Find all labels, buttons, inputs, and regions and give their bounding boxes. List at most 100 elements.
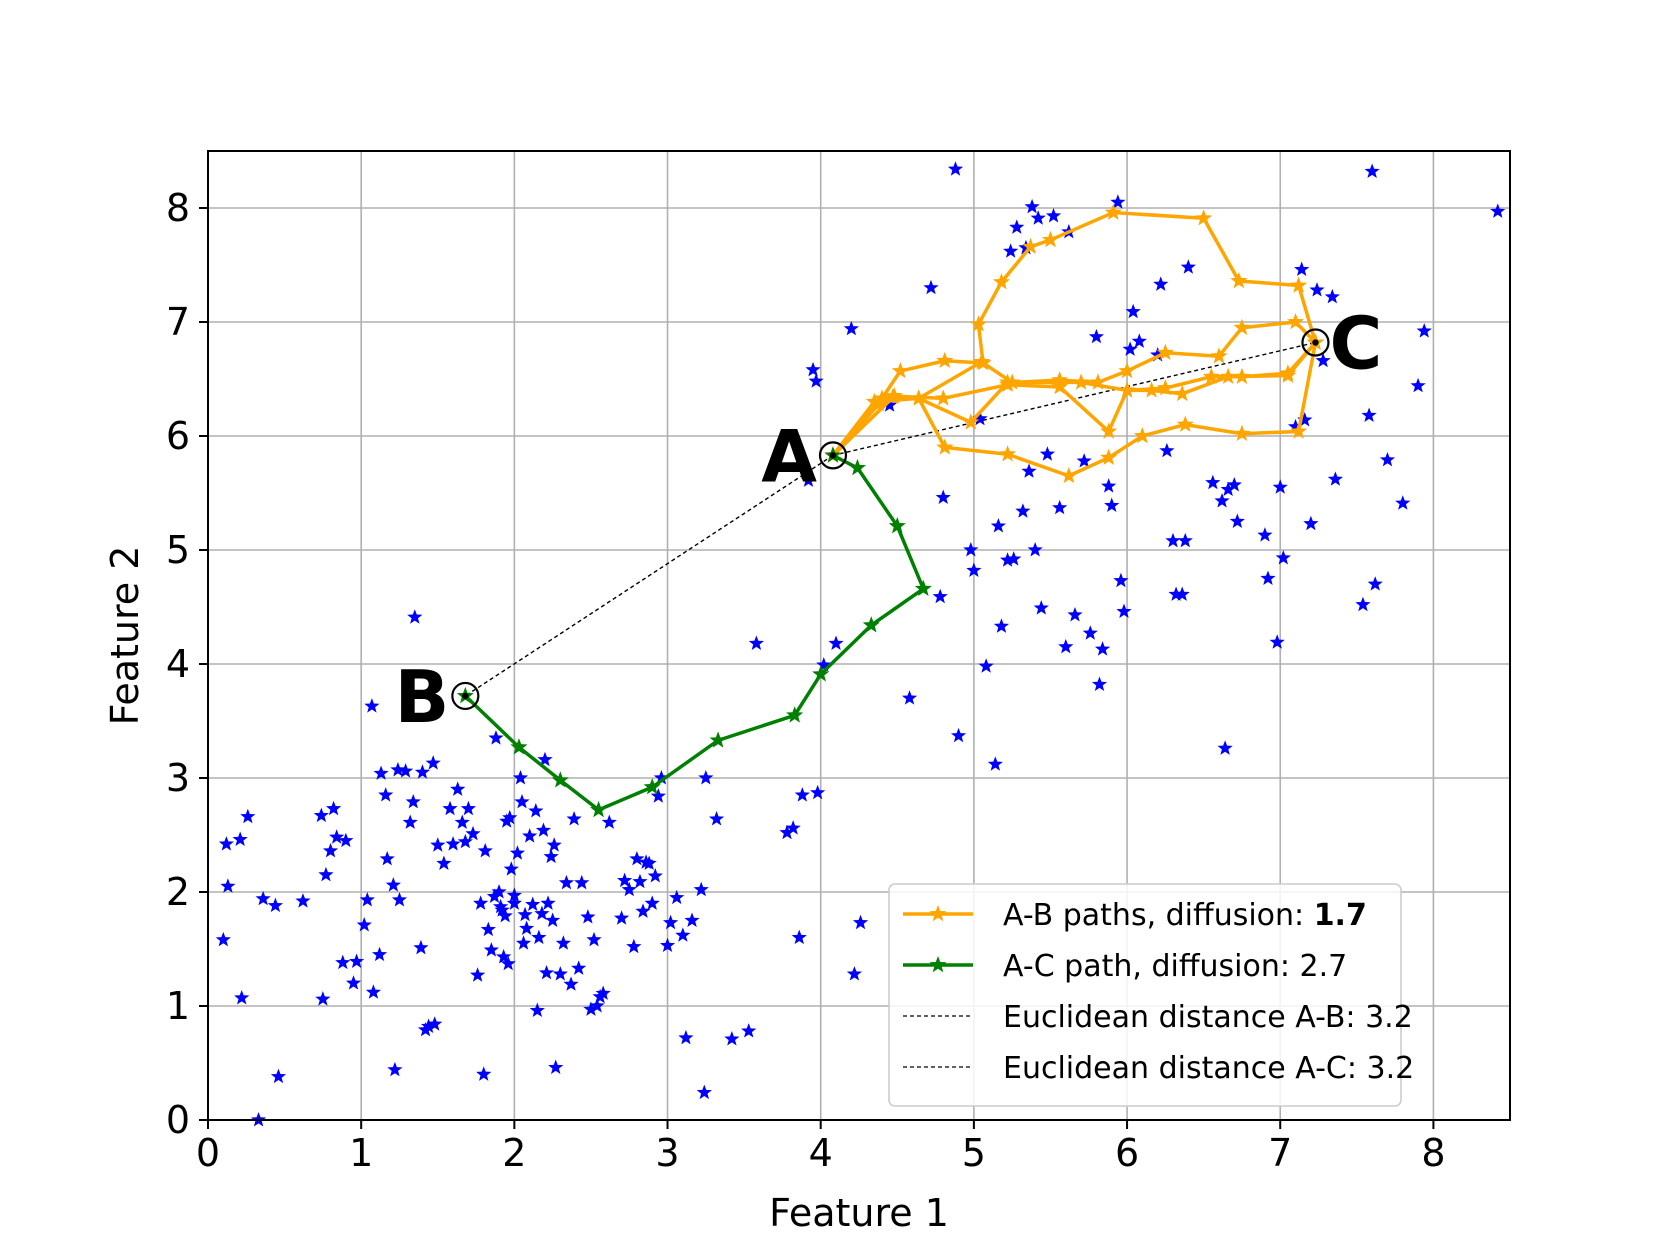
ab-path-marker (974, 354, 992, 371)
legend-box (888, 883, 1402, 1107)
scatter-point (1116, 603, 1132, 619)
legend: A-B paths, diffusion: 1.7 A-C path, diffu… (888, 883, 1414, 1107)
scatter-point (1180, 259, 1196, 274)
marked-point-a-label: A (761, 414, 817, 498)
marked-point-b-dot (462, 692, 469, 700)
scatter-point (534, 905, 550, 921)
ab-paths (824, 203, 1325, 484)
scatter-point (220, 878, 236, 893)
scatter-point (1067, 606, 1083, 622)
scatter-point (852, 914, 869, 930)
scatter-point (420, 1018, 437, 1033)
scatter-point (525, 896, 541, 912)
scatter-point (1168, 586, 1184, 601)
ab-path-marker (936, 438, 954, 455)
scatter-point (506, 895, 522, 910)
scatter-point (506, 887, 522, 902)
scatter-point (972, 410, 988, 426)
scatter-point (993, 618, 1010, 633)
ab-path-marker (999, 445, 1017, 462)
scatter-point (519, 920, 535, 935)
scatter-point (546, 837, 562, 852)
scatter-point (1355, 596, 1371, 612)
scatter-point (1220, 481, 1236, 497)
scatter-point (476, 1066, 492, 1081)
scatter-point (724, 1031, 740, 1046)
x-tick-label: 6 (1115, 1131, 1139, 1175)
scatter-point (492, 898, 509, 914)
scatter-point (1174, 586, 1190, 601)
ab-path-marker (1022, 237, 1040, 255)
scatter-point (1088, 328, 1105, 344)
scatter-point (1030, 210, 1046, 225)
ab-path-marker (1100, 422, 1118, 439)
scatter-point (805, 361, 821, 377)
scatter-point (641, 855, 657, 870)
scatter-point (215, 931, 231, 947)
ab-path-marker (1279, 364, 1297, 381)
scatter-point (662, 914, 679, 930)
ab-path-marker (1072, 373, 1090, 390)
scatter-point (621, 881, 637, 897)
scatter-point (234, 990, 250, 1005)
scatter-point (552, 966, 568, 981)
scatter-point (1294, 261, 1310, 277)
scatter-point (1226, 477, 1242, 492)
axis-ticks: 0 1 2 3 4 5 6 7 8 0 1 2 3 4 5 6 7 8 (166, 186, 1446, 1175)
scatter-point (502, 809, 518, 825)
scatter-point (617, 872, 633, 888)
scatter-point (1269, 634, 1285, 649)
scatter-point (935, 489, 951, 505)
scatter-point (413, 939, 429, 955)
plot-frame (207, 150, 1511, 1121)
scatter-point (295, 893, 311, 908)
scatter-point (538, 964, 555, 980)
marked-point-c-circle (1301, 328, 1330, 357)
scatter-point (698, 770, 714, 785)
scatter-point (1159, 442, 1175, 458)
marked-point-b-label: B (394, 655, 449, 739)
ac-path-marker (848, 458, 867, 476)
scatter-point (1361, 407, 1377, 422)
scatter-point (1165, 532, 1181, 548)
scatter-point (987, 756, 1003, 771)
ac-path-marker (812, 665, 830, 682)
scatter-point (529, 1002, 545, 1018)
scatter-point (379, 850, 395, 866)
scatter-point (932, 588, 948, 604)
y-tick-label: 6 (166, 414, 190, 458)
scatter-point (414, 764, 431, 779)
scatter-point (1214, 492, 1230, 508)
scatter-point (650, 788, 666, 803)
scatter-point (1104, 497, 1120, 513)
scatter-point (359, 891, 375, 907)
scatter-point (486, 888, 503, 904)
scatter-point (555, 935, 571, 950)
scatter-point (669, 889, 685, 905)
scatter-point (491, 884, 507, 899)
scatter-point (364, 698, 380, 713)
scatter-point (696, 1084, 712, 1100)
scatter-point (1033, 600, 1049, 615)
scatter-point (601, 814, 617, 829)
scatter-point (571, 960, 587, 975)
ab-path-marker (1233, 424, 1251, 441)
scatter-point (1039, 446, 1056, 461)
scatter-point (659, 937, 676, 953)
ab-path-marker (1104, 203, 1122, 220)
scatter-point (828, 635, 844, 650)
scatter-point (635, 903, 651, 918)
scatter-point (1094, 641, 1111, 656)
euclidean-line-ab (464, 454, 834, 697)
scatter-point (586, 931, 602, 947)
ac-path-marker (510, 738, 528, 755)
ab-path-marker (1118, 362, 1136, 379)
scatter-point (583, 1001, 599, 1016)
ac-path (456, 446, 932, 818)
scatter-point (1297, 412, 1313, 427)
scatter-point (385, 877, 401, 892)
y-tick-label: 7 (166, 300, 190, 344)
scatter-point (566, 811, 582, 826)
ab-path-line (831, 341, 1317, 457)
scatter-point (267, 897, 284, 913)
